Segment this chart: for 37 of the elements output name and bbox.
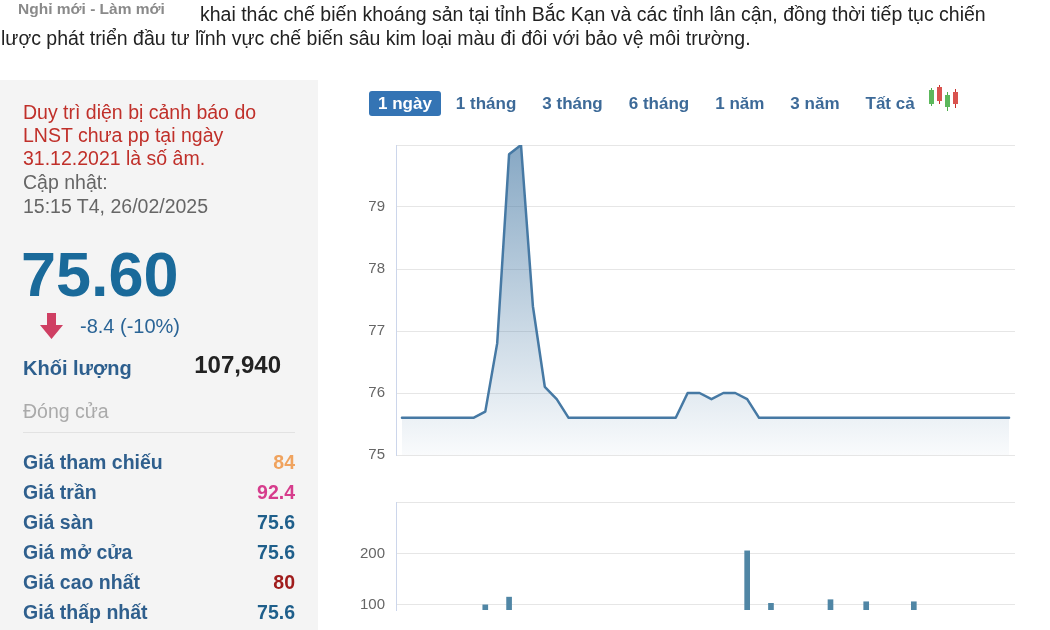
text: 6 tháng bbox=[627, 92, 691, 115]
y-tick-label: 75 bbox=[368, 445, 385, 463]
data-label: 92.4 bbox=[257, 480, 295, 505]
text: 75.60 bbox=[21, 239, 179, 309]
y-tick-label: 77 bbox=[368, 321, 385, 339]
text: -8.4 (-10%) bbox=[80, 315, 181, 337]
text: 3 tháng bbox=[541, 92, 604, 115]
category-label: Giá trần bbox=[23, 480, 97, 505]
text: Duy trì diện bị cảnh báo do LNST chưa pp tại ngày 31.12.2021 là số âm. bbox=[23, 101, 257, 169]
data-label: 75.6 bbox=[257, 510, 295, 535]
data-label: 84 bbox=[273, 450, 295, 475]
text: khai thác chế biến khoáng sản tại tỉnh Bắc Kạn và các tỉnh lân cận, đồng thời tiếp tục chiến bbox=[200, 2, 986, 26]
category-label: Giá tham chiếu bbox=[23, 450, 163, 475]
data-label: 80 bbox=[273, 570, 295, 595]
text: 15:15 T4, 26/02/2025 bbox=[23, 195, 209, 217]
category-label: Giá mở cửa bbox=[23, 540, 133, 565]
y-tick-label: 200 bbox=[359, 543, 385, 561]
text: Khối lượng bbox=[23, 357, 132, 379]
data-label: 75.6 bbox=[257, 600, 295, 625]
text: 1 năm bbox=[714, 92, 766, 115]
text: Nghỉ mới - Làm mới bbox=[18, 0, 165, 17]
data-label: 75.6 bbox=[257, 540, 295, 565]
button[interactable]: 1 ngày bbox=[369, 90, 441, 116]
text: Cập nhật: bbox=[23, 171, 108, 193]
y-tick-label: 100 bbox=[359, 595, 385, 612]
category-label: Giá thấp nhất bbox=[23, 600, 148, 625]
y-tick-label: 79 bbox=[368, 197, 385, 215]
y-tick-label: 78 bbox=[368, 259, 385, 277]
text: Tất cả bbox=[864, 92, 916, 115]
text: 107,940 bbox=[194, 351, 281, 378]
text: Đóng cửa bbox=[23, 400, 109, 422]
text: 3 năm bbox=[789, 92, 841, 115]
category-label: Giá sàn bbox=[23, 510, 94, 535]
text: 1 tháng bbox=[454, 92, 518, 115]
text: lược phát triển đầu tư lĩnh vực chế biến sâu kim loại màu đi đôi với bảo vệ môi trường. bbox=[1, 26, 751, 50]
category-label: Giá cao nhất bbox=[23, 570, 141, 595]
y-tick-label: 76 bbox=[368, 383, 385, 401]
